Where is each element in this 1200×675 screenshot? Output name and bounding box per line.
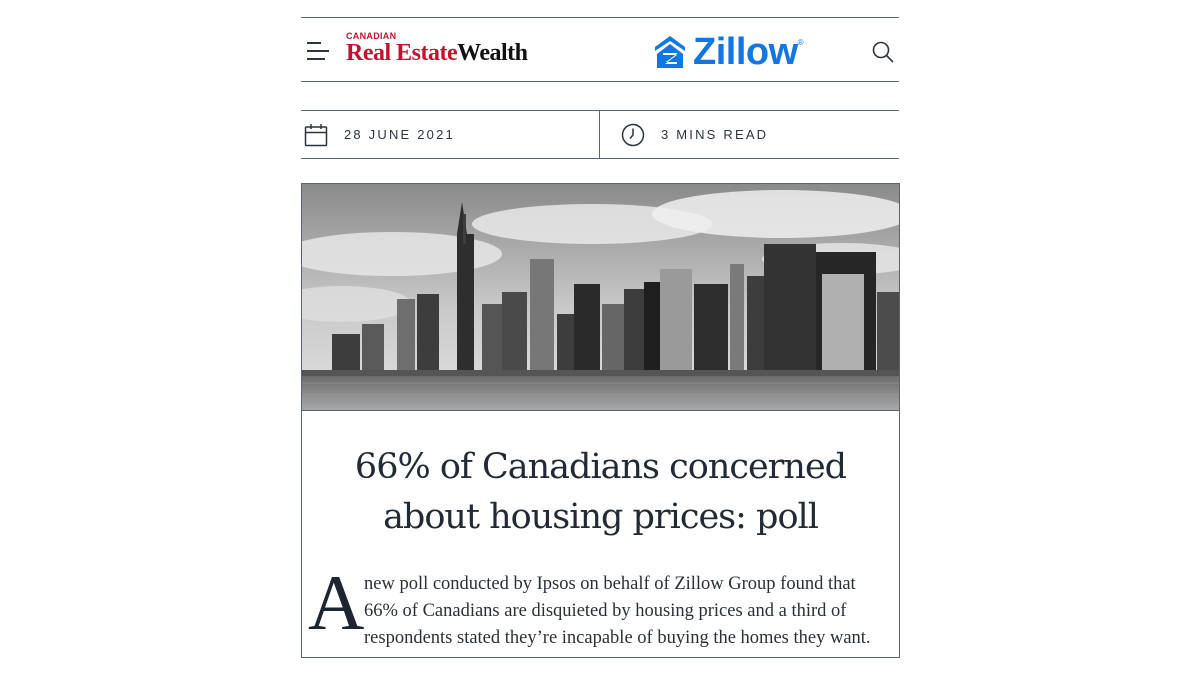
logo-small-text: CANADIAN bbox=[346, 31, 397, 41]
registered-mark: ® bbox=[797, 38, 804, 47]
calendar-icon bbox=[304, 123, 328, 146]
date-meta: 28 JUNE 2021 bbox=[304, 110, 455, 159]
read-time: 3 MINS READ bbox=[661, 127, 769, 142]
zillow-logo[interactable]: Zillow ® bbox=[653, 32, 804, 72]
read-time-meta: 3 MINS READ bbox=[621, 110, 768, 159]
clock-icon bbox=[621, 123, 645, 146]
article-lede: new poll conducted by Ipsos on behalf of… bbox=[364, 574, 871, 648]
top-rule bbox=[301, 17, 899, 18]
article-title[interactable]: 66% of Canadians concerned about housing… bbox=[354, 447, 847, 537]
zillow-wordmark: Zillow bbox=[693, 31, 798, 73]
site-header: CANADIAN Real EstateWealth Zillow ® bbox=[301, 18, 899, 81]
hamburger-menu-icon[interactable] bbox=[307, 42, 329, 60]
meta-bottom-rule bbox=[301, 158, 899, 159]
meta-top-rule bbox=[301, 110, 899, 111]
canadian-real-estate-wealth-logo[interactable]: CANADIAN Real EstateWealth bbox=[346, 31, 528, 66]
article-meta-bar: 28 JUNE 2021 3 MINS READ bbox=[301, 110, 899, 159]
zillow-house-icon bbox=[655, 36, 685, 68]
meta-divider bbox=[599, 110, 600, 159]
header-bottom-rule bbox=[301, 81, 899, 82]
publish-date: 28 JUNE 2021 bbox=[344, 127, 455, 142]
article-card[interactable]: 66% of Canadians concerned about housing… bbox=[301, 183, 900, 658]
search-icon[interactable] bbox=[871, 40, 895, 64]
drop-cap: A bbox=[308, 559, 365, 646]
logo-main-text: Real EstateWealth bbox=[346, 40, 528, 66]
hero-image[interactable] bbox=[302, 184, 899, 411]
